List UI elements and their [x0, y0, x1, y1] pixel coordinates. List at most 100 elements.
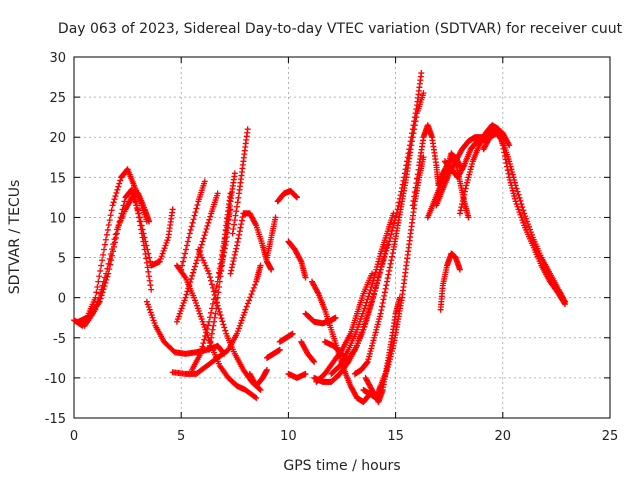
data-point — [354, 324, 361, 331]
data-point — [515, 206, 522, 213]
data-point — [409, 202, 416, 209]
data-point — [232, 212, 239, 219]
y-tick-label: -10 — [45, 372, 66, 387]
data-point — [380, 296, 387, 303]
data-point — [217, 312, 224, 319]
data-point — [182, 250, 189, 257]
data-point — [414, 175, 421, 182]
data-point — [359, 310, 366, 317]
series-arc-38 — [437, 250, 463, 313]
data-point — [216, 283, 223, 290]
data-point — [213, 299, 220, 306]
data-point — [185, 285, 192, 292]
data-point — [374, 261, 381, 268]
data-point — [180, 258, 187, 265]
data-point — [257, 386, 264, 393]
data-point — [96, 273, 103, 280]
data-point — [221, 324, 228, 331]
data-point — [522, 213, 529, 220]
data-point — [159, 250, 166, 257]
data-point — [164, 237, 171, 244]
data-point — [173, 318, 180, 325]
x-axis-label: GPS time / hours — [283, 458, 400, 474]
data-point — [199, 343, 206, 350]
series-arc-13 — [216, 170, 238, 277]
data-point — [375, 318, 382, 325]
data-point — [106, 217, 113, 224]
data-point — [231, 251, 238, 258]
data-point — [383, 282, 390, 289]
data-point — [177, 308, 184, 315]
data-point — [238, 217, 245, 224]
data-point — [115, 183, 122, 190]
data-point — [388, 231, 395, 238]
data-point — [151, 320, 158, 327]
data-point — [214, 190, 221, 197]
data-point — [148, 286, 155, 293]
data-point — [178, 305, 185, 312]
data-point — [390, 220, 397, 227]
data-point — [222, 242, 229, 249]
data-point — [364, 314, 371, 321]
data-point — [413, 114, 420, 121]
data-point — [207, 338, 214, 345]
data-point — [289, 330, 296, 337]
data-point — [515, 191, 522, 198]
data-point — [160, 247, 167, 254]
data-point — [105, 222, 112, 229]
data-point — [183, 242, 190, 249]
data-point — [207, 213, 214, 220]
data-point — [505, 140, 512, 147]
data-point — [526, 223, 533, 230]
data-point — [185, 234, 192, 241]
data-point — [466, 171, 473, 178]
data-point — [199, 238, 206, 245]
data-point — [524, 218, 531, 225]
data-point — [178, 266, 185, 273]
data-point — [221, 249, 228, 256]
data-point — [200, 321, 207, 328]
data-point — [252, 394, 259, 401]
data-point — [107, 250, 114, 257]
data-point — [418, 70, 425, 77]
data-point — [363, 299, 370, 306]
data-point — [410, 130, 417, 137]
data-point — [517, 211, 524, 218]
data-point — [272, 214, 279, 221]
data-point — [463, 182, 470, 189]
data-point — [384, 278, 391, 285]
data-marks — [71, 70, 568, 405]
data-point — [147, 309, 154, 316]
data-point — [158, 253, 165, 260]
data-point — [252, 281, 259, 288]
y-tick-label: -5 — [53, 332, 66, 347]
data-point — [386, 264, 393, 271]
data-point — [231, 255, 238, 262]
data-point — [386, 238, 393, 245]
data-point — [111, 236, 118, 243]
data-point — [355, 321, 362, 328]
data-point — [371, 332, 378, 339]
data-point — [332, 314, 339, 321]
data-point — [386, 267, 393, 274]
data-point — [217, 267, 224, 274]
data-point — [181, 297, 188, 304]
data-point — [368, 345, 375, 352]
data-point — [233, 245, 240, 252]
series-arc-03 — [81, 190, 153, 329]
data-point — [510, 174, 517, 181]
data-point — [457, 207, 464, 214]
data-point — [268, 266, 275, 273]
data-point — [236, 322, 243, 329]
data-point — [220, 252, 227, 259]
data-point — [101, 274, 108, 281]
data-point — [238, 221, 245, 228]
data-point — [116, 180, 123, 187]
data-point — [188, 223, 195, 230]
data-point — [276, 346, 283, 353]
data-point — [140, 230, 147, 237]
data-point — [411, 193, 418, 200]
data-point — [293, 193, 300, 200]
data-point — [196, 310, 203, 317]
data-point — [366, 353, 373, 360]
